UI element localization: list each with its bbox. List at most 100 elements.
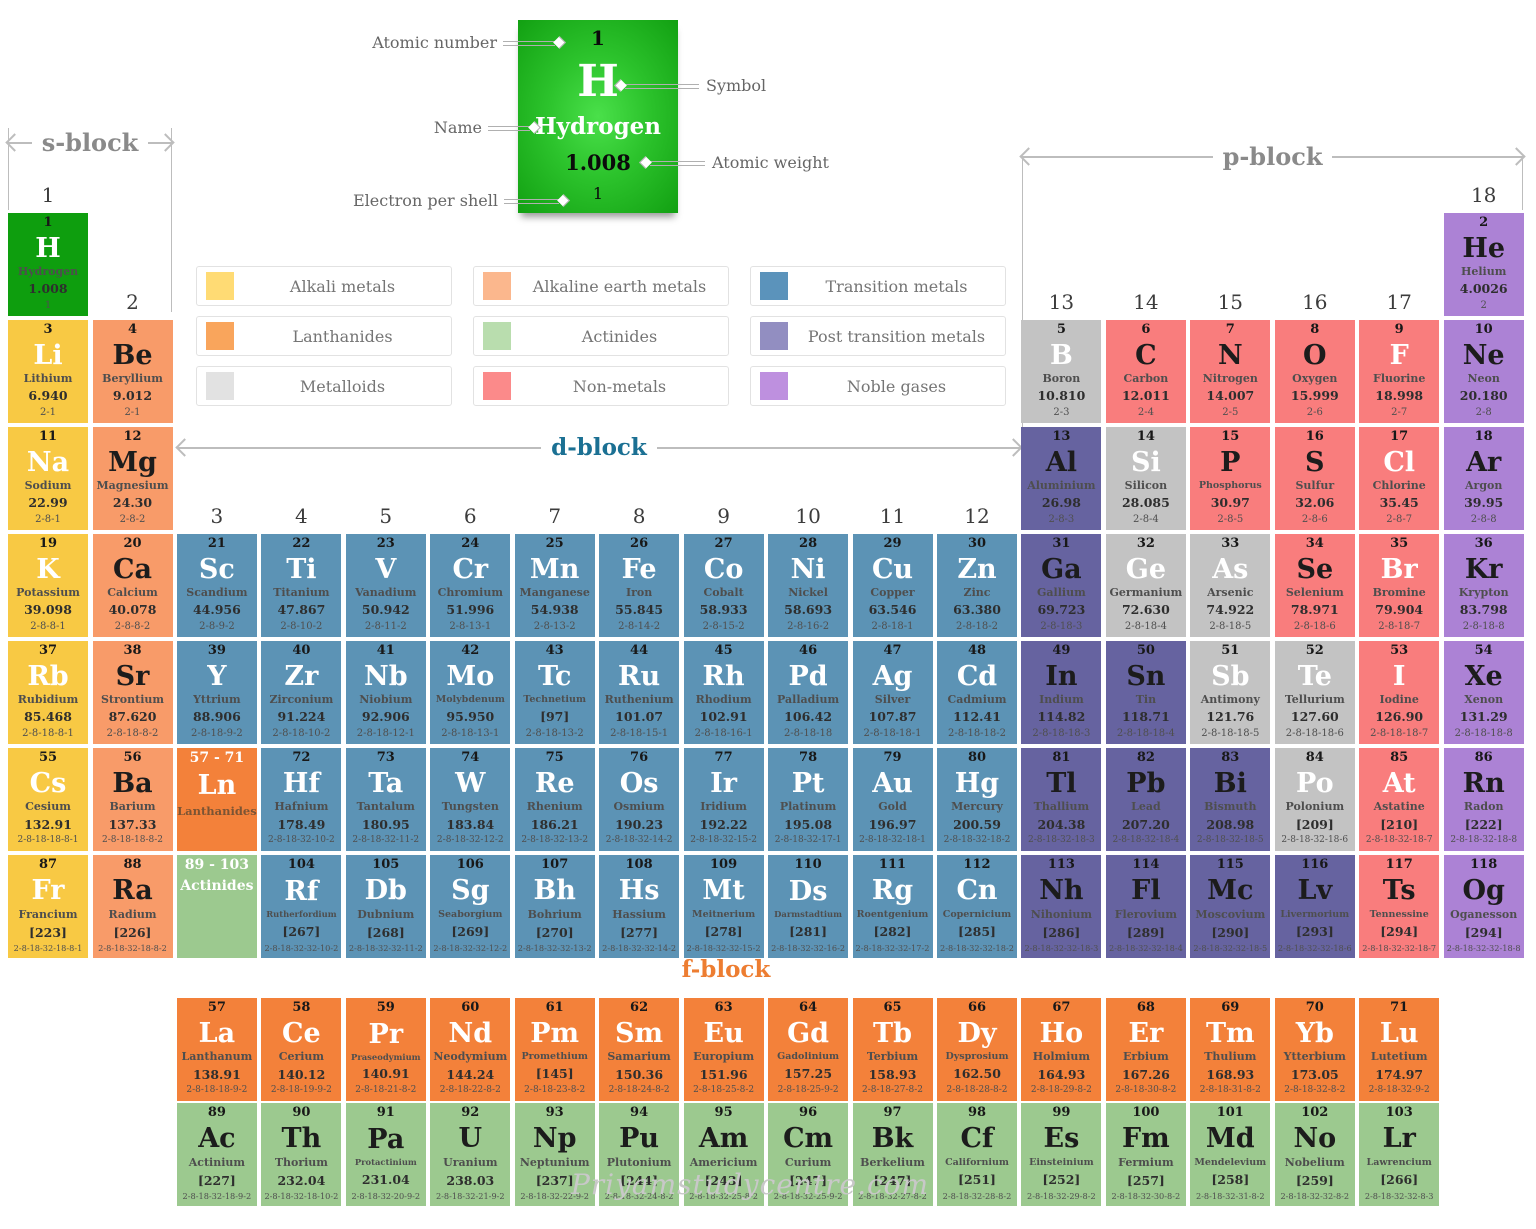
element-Rn[interactable]: 86 Rn Radon [222] 2-8-18-32-18-8 bbox=[1443, 748, 1524, 851]
element-Mg[interactable]: 12 Mg Magnesium 24.30 2-8-2 bbox=[92, 427, 173, 530]
element-Rg[interactable]: 111 Rg Roentgenium [282] 2-8-18-32-32-17-2 bbox=[852, 855, 933, 958]
element-Cu[interactable]: 29 Cu Copper 63.546 2-8-18-1 bbox=[852, 534, 933, 637]
element-Po[interactable]: 84 Po Polonium [209] 2-8-18-32-18-6 bbox=[1274, 748, 1355, 851]
element-Lu[interactable]: 71 Lu Lutetium 174.97 2-8-18-32-9-2 bbox=[1359, 998, 1440, 1101]
element-Ds[interactable]: 110 Ds Darmstadtium [281] 2-8-18-32-32-16-2 bbox=[768, 855, 849, 958]
element-Lv[interactable]: 116 Lv Livermorium [293] 2-8-18-32-32-18-6 bbox=[1274, 855, 1355, 958]
element-Ga[interactable]: 31 Ga Gallium 69.723 2-8-18-3 bbox=[1021, 534, 1102, 637]
element-Tl[interactable]: 81 Tl Thallium 204.38 2-8-18-32-18-3 bbox=[1021, 748, 1102, 851]
element-F[interactable]: 9 F Fluorine 18.998 2-7 bbox=[1359, 320, 1440, 423]
element-U[interactable]: 92 U Uranium 238.03 2-8-18-32-21-9-2 bbox=[430, 1103, 511, 1206]
element-Fl[interactable]: 114 Fl Flerovium [289] 2-8-18-32-32-18-4 bbox=[1105, 855, 1186, 958]
element-Yb[interactable]: 70 Yb Ytterbium 173.05 2-8-18-32-8-2 bbox=[1274, 998, 1355, 1101]
element-Sg[interactable]: 106 Sg Seaborgium [269] 2-8-18-32-32-12-2 bbox=[430, 855, 511, 958]
legend-item-alkaline[interactable]: Alkaline earth metals bbox=[473, 266, 729, 306]
element-Mn[interactable]: 25 Mn Manganese 54.938 2-8-13-2 bbox=[514, 534, 595, 637]
element-Fr[interactable]: 87 Fr Francium [223] 2-8-18-32-18-8-1 bbox=[8, 855, 88, 958]
element-K[interactable]: 19 K Potassium 39.098 2-8-8-1 bbox=[8, 534, 88, 637]
element-Ba[interactable]: 56 Ba Barium 137.33 2-8-18-18-8-2 bbox=[92, 748, 173, 851]
element-O[interactable]: 8 O Oxygen 15.999 2-6 bbox=[1274, 320, 1355, 423]
legend-item-metalloid[interactable]: Metalloids bbox=[196, 366, 452, 406]
element-In[interactable]: 49 In Indium 114.82 2-8-18-18-3 bbox=[1021, 641, 1102, 744]
element-Eu[interactable]: 63 Eu Europium 151.96 2-8-18-25-8-2 bbox=[683, 998, 764, 1101]
element-Dy[interactable]: 66 Dy Dysprosium 162.50 2-8-18-28-8-2 bbox=[937, 998, 1017, 1101]
placeholder-Lanthanides[interactable]: 57 - 71 Ln Lanthanides bbox=[176, 748, 257, 851]
element-Mc[interactable]: 115 Mc Moscovium [290] 2-8-18-32-32-18-5 bbox=[1190, 855, 1271, 958]
element-Hf[interactable]: 72 Hf Hafnium 178.49 2-8-18-32-10-2 bbox=[261, 748, 342, 851]
element-Fe[interactable]: 26 Fe Iron 55.845 2-8-14-2 bbox=[599, 534, 680, 637]
element-C[interactable]: 6 C Carbon 12.011 2-4 bbox=[1105, 320, 1186, 423]
legend-item-alkali[interactable]: Alkali metals bbox=[196, 266, 452, 306]
element-Tb[interactable]: 65 Tb Terbium 158.93 2-8-18-27-8-2 bbox=[852, 998, 933, 1101]
element-Cr[interactable]: 24 Cr Chromium 51.996 2-8-13-1 bbox=[430, 534, 511, 637]
element-Al[interactable]: 13 Al Aluminium 26.98 2-8-3 bbox=[1021, 427, 1102, 530]
element-H[interactable]: 1 H Hydrogen 1.008 1 bbox=[8, 213, 88, 316]
element-Rb[interactable]: 37 Rb Rubidium 85.468 2-8-18-8-1 bbox=[8, 641, 88, 744]
element-Er[interactable]: 68 Er Erbium 167.26 2-8-18-30-8-2 bbox=[1105, 998, 1186, 1101]
element-Bh[interactable]: 107 Bh Bohrium [270] 2-8-18-32-32-13-2 bbox=[514, 855, 595, 958]
element-Tc[interactable]: 43 Tc Technetium [97] 2-8-18-13-2 bbox=[514, 641, 595, 744]
element-Ag[interactable]: 47 Ag Silver 107.87 2-8-18-18-1 bbox=[852, 641, 933, 744]
element-Pa[interactable]: 91 Pa Protactinium 231.04 2-8-18-32-20-9-2 bbox=[345, 1103, 426, 1206]
element-Sm[interactable]: 62 Sm Samarium 150.36 2-8-18-24-8-2 bbox=[599, 998, 680, 1101]
legend-item-post[interactable]: Post transition metals bbox=[750, 316, 1006, 356]
element-As[interactable]: 33 As Arsenic 74.922 2-8-18-5 bbox=[1190, 534, 1271, 637]
element-Hg[interactable]: 80 Hg Mercury 200.59 2-8-18-32-18-2 bbox=[937, 748, 1017, 851]
element-No[interactable]: 102 No Nobelium [259] 2-8-18-32-32-8-2 bbox=[1274, 1103, 1355, 1206]
element-W[interactable]: 74 W Tungsten 183.84 2-8-18-32-12-2 bbox=[430, 748, 511, 851]
element-Au[interactable]: 79 Au Gold 196.97 2-8-18-32-18-1 bbox=[852, 748, 933, 851]
element-Zr[interactable]: 40 Zr Zirconium 91.224 2-8-18-10-2 bbox=[261, 641, 342, 744]
legend-item-transition[interactable]: Transition metals bbox=[750, 266, 1006, 306]
element-Ts[interactable]: 117 Ts Tennessine [294] 2-8-18-32-32-18-7 bbox=[1359, 855, 1440, 958]
element-Pu[interactable]: 94 Pu Plutonium [244] 2-8-18-32-24-8-2 bbox=[599, 1103, 680, 1206]
element-Mo[interactable]: 42 Mo Molybdenum 95.950 2-8-18-13-1 bbox=[430, 641, 511, 744]
element-Ge[interactable]: 32 Ge Germanium 72.630 2-8-18-4 bbox=[1105, 534, 1186, 637]
element-Cs[interactable]: 55 Cs Cesium 132.91 2-8-18-18-8-1 bbox=[8, 748, 88, 851]
element-Ca[interactable]: 20 Ca Calcium 40.078 2-8-8-2 bbox=[92, 534, 173, 637]
element-Sr[interactable]: 38 Sr Strontium 87.620 2-8-18-8-2 bbox=[92, 641, 173, 744]
legend-item-actinide[interactable]: Actinides bbox=[473, 316, 729, 356]
element-Rh[interactable]: 45 Rh Rhodium 102.91 2-8-18-16-1 bbox=[683, 641, 764, 744]
element-Hs[interactable]: 108 Hs Hassium [277] 2-8-18-32-32-14-2 bbox=[599, 855, 680, 958]
element-Xe[interactable]: 54 Xe Xenon 131.29 2-8-18-18-8 bbox=[1443, 641, 1524, 744]
element-Bi[interactable]: 83 Bi Bismuth 208.98 2-8-18-32-18-5 bbox=[1190, 748, 1271, 851]
element-Gd[interactable]: 64 Gd Gadolinium 157.25 2-8-18-25-9-2 bbox=[768, 998, 849, 1101]
legend-item-nonmetal[interactable]: Non-metals bbox=[473, 366, 729, 406]
element-Pb[interactable]: 82 Pb Lead 207.20 2-8-18-32-18-4 bbox=[1105, 748, 1186, 851]
element-Md[interactable]: 101 Md Mendelevium [258] 2-8-18-32-31-8-2 bbox=[1190, 1103, 1271, 1206]
element-Si[interactable]: 14 Si Silicon 28.085 2-8-4 bbox=[1105, 427, 1186, 530]
element-B[interactable]: 5 B Boron 10.810 2-3 bbox=[1021, 320, 1102, 423]
element-Y[interactable]: 39 Y Yttrium 88.906 2-8-18-9-2 bbox=[176, 641, 257, 744]
element-Ar[interactable]: 18 Ar Argon 39.95 2-8-8 bbox=[1443, 427, 1524, 530]
placeholder-Actinides[interactable]: 89 - 103 Actinides bbox=[176, 855, 257, 958]
element-Kr[interactable]: 36 Kr Krypton 83.798 2-8-18-8 bbox=[1443, 534, 1524, 637]
element-Np[interactable]: 93 Np Neptunium [237] 2-8-18-32-22-9-2 bbox=[514, 1103, 595, 1206]
element-Cl[interactable]: 17 Cl Chlorine 35.45 2-8-7 bbox=[1359, 427, 1440, 530]
element-Tm[interactable]: 69 Tm Thulium 168.93 2-8-18-31-8-2 bbox=[1190, 998, 1271, 1101]
element-La[interactable]: 57 La Lanthanum 138.91 2-8-18-18-9-2 bbox=[176, 998, 257, 1101]
element-Be[interactable]: 4 Be Beryllium 9.012 2-1 bbox=[92, 320, 173, 423]
element-Mt[interactable]: 109 Mt Meitnerium [278] 2-8-18-32-32-15-2 bbox=[683, 855, 764, 958]
element-Ni[interactable]: 28 Ni Nickel 58.693 2-8-16-2 bbox=[768, 534, 849, 637]
element-Ce[interactable]: 58 Ce Cerium 140.12 2-8-18-19-9-2 bbox=[261, 998, 342, 1101]
element-Pr[interactable]: 59 Pr Praseodymium 140.91 2-8-18-21-8-2 bbox=[345, 998, 426, 1101]
element-Br[interactable]: 35 Br Bromine 79.904 2-8-18-7 bbox=[1359, 534, 1440, 637]
element-Nb[interactable]: 41 Nb Niobium 92.906 2-8-18-12-1 bbox=[345, 641, 426, 744]
element-Og[interactable]: 118 Og Oganesson [294] 2-8-18-32-32-18-8 bbox=[1443, 855, 1524, 958]
element-Ho[interactable]: 67 Ho Holmium 164.93 2-8-18-29-8-2 bbox=[1021, 998, 1102, 1101]
element-Es[interactable]: 99 Es Einsteinium [252] 2-8-18-32-29-8-2 bbox=[1021, 1103, 1102, 1206]
element-Sb[interactable]: 51 Sb Antimony 121.76 2-8-18-18-5 bbox=[1190, 641, 1271, 744]
element-Sn[interactable]: 50 Sn Tin 118.71 2-8-18-18-4 bbox=[1105, 641, 1186, 744]
element-At[interactable]: 85 At Astatine [210] 2-8-18-32-18-7 bbox=[1359, 748, 1440, 851]
element-P[interactable]: 15 P Phosphorus 30.97 2-8-5 bbox=[1190, 427, 1271, 530]
element-Pt[interactable]: 78 Pt Platinum 195.08 2-8-18-32-17-1 bbox=[768, 748, 849, 851]
element-Ra[interactable]: 88 Ra Radium [226] 2-8-18-32-18-8-2 bbox=[92, 855, 173, 958]
element-Cn[interactable]: 112 Cn Copernicium [285] 2-8-18-32-32-18-2 bbox=[937, 855, 1017, 958]
element-Ir[interactable]: 77 Ir Iridium 192.22 2-8-18-32-15-2 bbox=[683, 748, 764, 851]
element-Os[interactable]: 76 Os Osmium 190.23 2-8-18-32-14-2 bbox=[599, 748, 680, 851]
element-Pm[interactable]: 61 Pm Promethium [145] 2-8-18-23-8-2 bbox=[514, 998, 595, 1101]
legend-item-noble[interactable]: Noble gases bbox=[750, 366, 1006, 406]
element-Ru[interactable]: 44 Ru Ruthenium 101.07 2-8-18-15-1 bbox=[599, 641, 680, 744]
element-Ta[interactable]: 73 Ta Tantalum 180.95 2-8-18-32-11-2 bbox=[345, 748, 426, 851]
element-Ac[interactable]: 89 Ac Actinium [227] 2-8-18-32-18-9-2 bbox=[176, 1103, 257, 1206]
